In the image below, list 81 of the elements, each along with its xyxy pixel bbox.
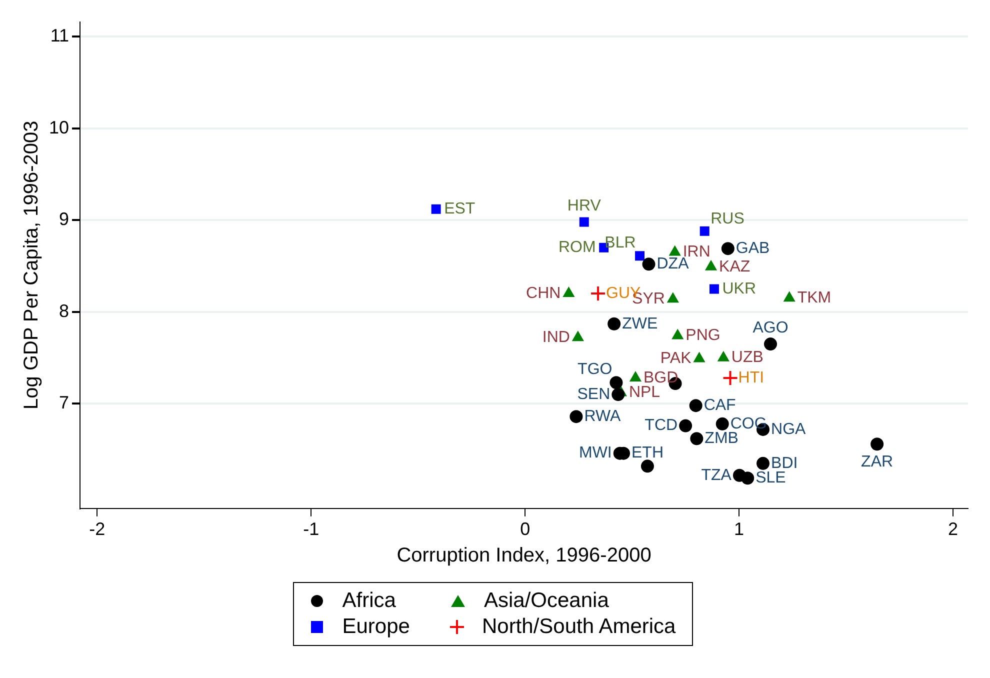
point <box>722 370 738 386</box>
data-label: TZA <box>701 466 732 484</box>
point <box>669 246 681 256</box>
x-tick-label: -2 <box>89 519 106 540</box>
data-label: NPL <box>628 384 660 402</box>
point <box>764 338 778 351</box>
data-label: KAZ <box>719 258 750 276</box>
y-tick-label: 11 <box>50 25 70 46</box>
point <box>672 329 684 340</box>
point <box>563 287 574 298</box>
data-label: RUS <box>710 210 744 228</box>
data-label: EST <box>444 200 476 218</box>
x-tick-label: -1 <box>303 519 320 540</box>
point <box>718 351 730 362</box>
data-label: BDI <box>771 454 798 472</box>
data-label: HRV <box>567 197 602 214</box>
y-tick-label: 9 <box>59 209 70 230</box>
point <box>716 417 729 430</box>
point <box>721 242 734 256</box>
legend-label: North/South America <box>482 615 676 639</box>
data-label: RWA <box>584 408 621 425</box>
data-label: CAF <box>704 396 736 414</box>
data-label: PNG <box>686 327 720 344</box>
data-label: ZMB <box>704 430 738 448</box>
data-label: ROM <box>558 239 596 256</box>
data-label: TKM <box>797 290 832 307</box>
data-label: COG <box>730 415 767 432</box>
data-label: ETH <box>632 444 664 462</box>
point <box>870 438 884 451</box>
point <box>756 456 770 470</box>
point <box>612 388 625 402</box>
point <box>694 352 705 362</box>
x-tick-label: 2 <box>948 519 958 540</box>
point <box>570 410 583 424</box>
point <box>642 258 656 271</box>
point <box>690 432 704 446</box>
point <box>579 217 589 227</box>
point <box>679 419 692 432</box>
x-axis-title: Corruption Index, 1996-2000 <box>396 544 652 567</box>
point <box>640 460 654 473</box>
y-tick-label: 10 <box>48 117 70 138</box>
data-label: SEN <box>577 386 610 403</box>
data-label: MWI <box>578 444 612 462</box>
data-label: AGO <box>752 319 788 336</box>
point <box>689 399 702 412</box>
data-label: UKR <box>722 280 756 298</box>
data-label: CHN <box>526 284 561 302</box>
x-tick-label: 0 <box>520 519 530 540</box>
point <box>431 204 441 214</box>
point <box>705 260 717 270</box>
data-label: IND <box>542 329 570 346</box>
point <box>784 292 796 302</box>
data-label: HTI <box>738 369 764 386</box>
data-label: NGA <box>771 420 806 438</box>
legend-label: Africa <box>342 589 396 613</box>
point <box>635 251 645 261</box>
data-label: ZWE <box>622 315 658 332</box>
data-label: ZAR <box>861 454 894 471</box>
data-label: GAB <box>736 240 770 257</box>
point <box>572 331 584 342</box>
point <box>700 226 710 236</box>
data-label: BLR <box>604 234 636 252</box>
data-label: TCD <box>644 417 678 434</box>
point <box>610 376 623 390</box>
point <box>709 284 719 294</box>
data-label: PAK <box>660 350 692 368</box>
x-tick-label: 1 <box>734 519 744 540</box>
legend-label: Asia/Oceania <box>484 589 609 613</box>
legend-label: Europe <box>342 615 410 639</box>
data-label: TGO <box>578 361 612 378</box>
point <box>590 286 606 302</box>
data-label: SLE <box>756 470 786 487</box>
point <box>630 372 642 382</box>
point <box>741 472 754 485</box>
point <box>667 292 679 303</box>
point <box>608 317 621 330</box>
y-axis-title: Log GDP Per Capita, 1996-2003 <box>20 120 43 410</box>
y-tick-label: 8 <box>59 300 70 321</box>
data-label: BGD <box>643 369 678 386</box>
data-label: UZB <box>731 349 764 366</box>
y-tick-label: 7 <box>59 392 70 413</box>
